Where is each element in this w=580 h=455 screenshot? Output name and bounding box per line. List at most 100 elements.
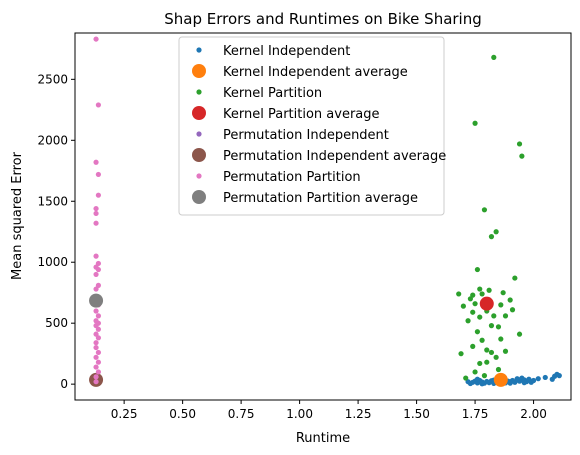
data-point (516, 141, 523, 147)
data-point (470, 309, 476, 315)
data-point (502, 313, 509, 319)
average-point (89, 293, 104, 308)
x-tick-label: 1.25 (345, 407, 372, 421)
legend-marker (196, 89, 202, 95)
data-point (95, 266, 101, 273)
data-point (95, 192, 101, 198)
data-point (95, 326, 101, 332)
legend-marker (196, 173, 202, 179)
data-point (516, 331, 523, 337)
data-point (479, 291, 485, 297)
data-point (498, 336, 504, 342)
data-point (470, 343, 476, 349)
data-point (93, 308, 99, 314)
data-point (95, 335, 101, 341)
data-point (507, 380, 513, 386)
data-point (491, 313, 497, 319)
y-tick-label: 2000 (37, 133, 68, 147)
data-point (481, 373, 488, 379)
data-point (472, 120, 478, 126)
data-point (484, 359, 490, 365)
data-point (500, 290, 506, 296)
data-point (488, 234, 495, 240)
legend-label: Kernel Independent (223, 44, 350, 59)
data-point (495, 324, 502, 330)
data-point (456, 291, 462, 297)
chart-title: Shap Errors and Runtimes on Bike Sharing (164, 10, 482, 28)
data-point (493, 354, 499, 360)
data-point (472, 301, 478, 307)
y-tick-label: 1000 (37, 255, 68, 269)
average-point (493, 372, 508, 387)
legend: Kernel Independent Kernel Independent ave… (178, 36, 446, 216)
data-point (463, 375, 469, 381)
data-point (95, 349, 101, 356)
data-point (93, 205, 99, 212)
data-point (530, 377, 537, 384)
x-tick-label: 0.25 (111, 407, 138, 421)
data-point (93, 374, 99, 380)
data-point (95, 171, 101, 178)
legend-marker (192, 106, 206, 120)
data-points (89, 36, 562, 387)
data-point (481, 207, 488, 213)
data-point (93, 220, 99, 226)
data-point (474, 329, 481, 335)
y-tick-label: 2500 (37, 72, 68, 86)
data-point (488, 349, 495, 356)
data-point (498, 302, 504, 308)
data-point (93, 340, 99, 346)
data-point (474, 376, 481, 382)
data-point (491, 54, 497, 60)
x-tick-label: 1.50 (403, 407, 430, 421)
data-point (486, 287, 492, 293)
data-point (493, 229, 499, 235)
data-point (458, 351, 464, 357)
x-tick-label: 1.75 (462, 407, 489, 421)
y-tick-label: 500 (45, 316, 68, 330)
average-point (479, 296, 494, 311)
data-point (95, 369, 101, 375)
y-tick-label: 0 (60, 377, 68, 391)
data-point (542, 374, 548, 381)
data-point (502, 348, 509, 354)
x-tick-label: 0.50 (169, 407, 196, 421)
data-point (467, 296, 473, 302)
data-point (474, 266, 481, 273)
data-point (93, 286, 99, 292)
y-axis-label: Mean squared Error (10, 151, 25, 280)
legend-marker (192, 190, 206, 204)
data-point (556, 373, 562, 379)
x-tick-label: 1.00 (286, 407, 313, 421)
data-point (93, 364, 99, 370)
legend-marker (196, 47, 202, 53)
legend-marker (196, 131, 202, 137)
data-point (477, 286, 483, 292)
data-point (93, 159, 99, 165)
series-kernel-independent-average (493, 372, 508, 387)
data-point (477, 314, 483, 320)
series-kernel-partition (456, 54, 525, 381)
legend-label: Permutation Partition (223, 170, 361, 185)
series-permutation-partition-average (89, 293, 104, 308)
data-point (472, 369, 478, 375)
data-point (521, 380, 527, 386)
data-point (95, 313, 101, 319)
data-point (460, 303, 466, 309)
data-point (93, 36, 99, 42)
data-point (479, 381, 485, 387)
legend-label: Permutation Independent (223, 128, 389, 143)
legend-label: Permutation Independent average (223, 149, 446, 164)
data-point (507, 297, 513, 303)
y-axis: 0 500 1000 1500 2000 2500 (37, 72, 75, 391)
data-point (95, 102, 101, 108)
data-point (465, 318, 471, 324)
data-point (93, 210, 99, 217)
x-tick-label: 2.00 (520, 407, 547, 421)
legend-label: Kernel Independent average (223, 65, 408, 80)
series-kernel-partition-average (479, 296, 494, 311)
legend-label: Kernel Partition (223, 86, 322, 101)
x-tick-label: 0.75 (228, 407, 255, 421)
data-point (93, 344, 99, 351)
